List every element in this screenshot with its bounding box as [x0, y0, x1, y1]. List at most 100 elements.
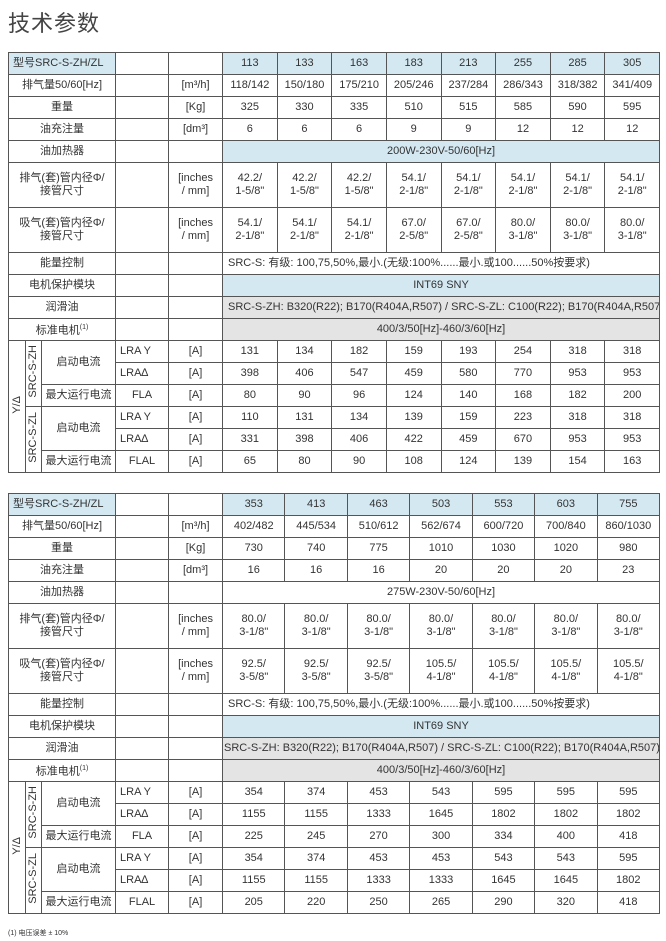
connection-label-text: Y/Δ [10, 836, 23, 855]
connection-label-text: Y/Δ [10, 395, 23, 414]
value-cell: 543 [534, 847, 598, 870]
spanning-value: 400/3/50[Hz]-460/3/60[Hz] [222, 318, 661, 341]
current-code: LRA∆ [115, 803, 170, 826]
value-cell: 92.5/3-5/8" [346, 648, 411, 694]
empty-cell [115, 737, 170, 760]
value-cell: 80.0/3-1/8" [409, 603, 473, 649]
row-label: 电机保护模块 [7, 715, 117, 738]
spanning-value: INT69 SNY [222, 715, 660, 738]
spanning-value: 275W-230V-50/60[Hz] [222, 581, 660, 604]
empty-cell [115, 52, 170, 75]
value-cell: 595 [534, 781, 598, 804]
row-label: 标准电机(1) [7, 318, 117, 341]
empty-cell [115, 693, 170, 716]
value-cell: 590 [549, 96, 606, 119]
value-cell: 595 [596, 847, 660, 870]
model-number: 603 [534, 493, 598, 516]
value-cell: 580 [440, 362, 497, 385]
value-cell: 80.0/3-1/8" [534, 603, 598, 649]
row-label: 吸气(套)管内径Φ/接管尺寸 [7, 207, 117, 253]
value-cell: 445/534 [284, 515, 348, 538]
spec-row: 重量 [Kg] 730 740 775 1010 1030 1020 980 [7, 537, 660, 560]
value-cell: 54.1/2-1/8" [495, 162, 551, 208]
unit-cell: [Kg] [168, 96, 224, 119]
spec-row: 排气(套)管内径Φ/接管尺寸 [inches / mm] 80.0/3-1/8" 80.… [7, 603, 660, 649]
value-cell: 334 [471, 825, 536, 848]
connection-label: Y/Δ [8, 781, 26, 914]
value-cell: 1802 [596, 869, 660, 892]
empty-cell [115, 559, 170, 582]
value-cell: 12 [604, 118, 661, 141]
unit-cell: [A] [168, 450, 224, 473]
model-number: 353 [222, 493, 286, 516]
value-cell: 1155 [222, 803, 286, 826]
value-cell: 422 [385, 428, 442, 451]
row-label: 排气(套)管内径Φ/接管尺寸 [7, 162, 117, 208]
spec-row: 吸气(套)管内径Φ/接管尺寸 [inches / mm] 92.5/3-5/8" 92.… [7, 648, 660, 694]
value-cell: 1020 [534, 537, 598, 560]
current-code: FLAL [115, 891, 170, 914]
value-cell: 54.1/2-1/8" [440, 162, 497, 208]
current-code: LRA∆ [115, 869, 170, 892]
series-label: SRC-S-ZL [25, 406, 42, 473]
value-cell: 105.5/4-1/8" [409, 648, 473, 694]
value-cell: 1155 [222, 869, 286, 892]
spec-row: 排气(套)管内径Φ/接管尺寸 [inches / mm] 42.2/1-5/8" 42.… [7, 162, 661, 208]
value-cell: 325 [222, 96, 278, 119]
unit-cell: [A] [168, 340, 224, 363]
empty-cell [115, 296, 170, 319]
current-row: 最大运行电流 FLA [A] 80 90 96 124 140 168 182 200 [9, 384, 661, 407]
value-cell: 770 [495, 362, 551, 385]
current-row: 最大运行电流 FLAL [A] 205 220 250 265 290 320 418 [9, 891, 660, 914]
series-label-text: SRC-S-ZL [27, 412, 39, 463]
value-cell: 16 [346, 559, 411, 582]
page-title: 技术参数 [8, 11, 101, 36]
value-cell: 406 [276, 362, 333, 385]
value-cell: 600/720 [471, 515, 536, 538]
value-cell: 134 [331, 406, 387, 429]
current-code: LRA Y [115, 340, 170, 363]
value-cell: 105.5/4-1/8" [471, 648, 536, 694]
unit-cell: [m³/h] [168, 515, 224, 538]
spec-row: 标准电机(1) 400/3/50[Hz]-460/3/60[Hz] [7, 759, 660, 782]
model-number: 553 [471, 493, 536, 516]
empty-cell [168, 318, 224, 341]
value-cell: 254 [495, 340, 551, 363]
value-cell: 562/674 [409, 515, 473, 538]
current-row: SRC-S-ZL 启动电流 LRA Y [A] 354 374 453 453 543 543 59… [9, 847, 660, 914]
empty-cell [115, 207, 170, 253]
empty-cell [168, 581, 224, 604]
value-cell: 67.0/2-5/8" [385, 207, 442, 253]
current-row: SRC-S-ZL 启动电流 LRA Y [A] 110 131 134 139 159 223 31… [9, 406, 661, 473]
value-cell: 139 [495, 450, 551, 473]
value-cell: 80.0/3-1/8" [596, 603, 660, 649]
value-cell: 54.1/2-1/8" [604, 162, 661, 208]
value-cell: 1645 [534, 869, 598, 892]
value-cell: 80.0/3-1/8" [284, 603, 348, 649]
unit-cell: [A] [168, 803, 224, 826]
value-cell: 700/840 [534, 515, 598, 538]
model-label: 型号SRC-S-ZH/ZL [7, 493, 117, 516]
value-cell: 92.5/3-5/8" [222, 648, 286, 694]
unit-cell: [A] [168, 825, 224, 848]
value-cell: 730 [222, 537, 286, 560]
value-cell: 105.5/4-1/8" [596, 648, 660, 694]
value-cell: 543 [471, 847, 536, 870]
value-cell: 65 [222, 450, 278, 473]
current-code: FLA [115, 384, 170, 407]
value-cell: 1010 [409, 537, 473, 560]
value-cell: 54.1/2-1/8" [385, 162, 442, 208]
value-cell: 20 [471, 559, 536, 582]
spec-row: 润滑油 SRC-S-ZH: B320(R22); B170(R404A,R507)… [7, 296, 661, 319]
unit-cell: [Kg] [168, 537, 224, 560]
value-cell: 265 [409, 891, 473, 914]
row-label-text: 标准电机 [35, 765, 80, 778]
value-cell: 860/1030 [596, 515, 660, 538]
model-label: 型号SRC-S-ZH/ZL [7, 52, 117, 75]
value-cell: 953 [549, 428, 606, 451]
empty-cell [115, 96, 170, 119]
value-cell: 318 [549, 340, 606, 363]
value-cell: 1802 [596, 803, 660, 826]
unit-cell: [A] [168, 847, 224, 870]
value-cell: 510/612 [346, 515, 411, 538]
